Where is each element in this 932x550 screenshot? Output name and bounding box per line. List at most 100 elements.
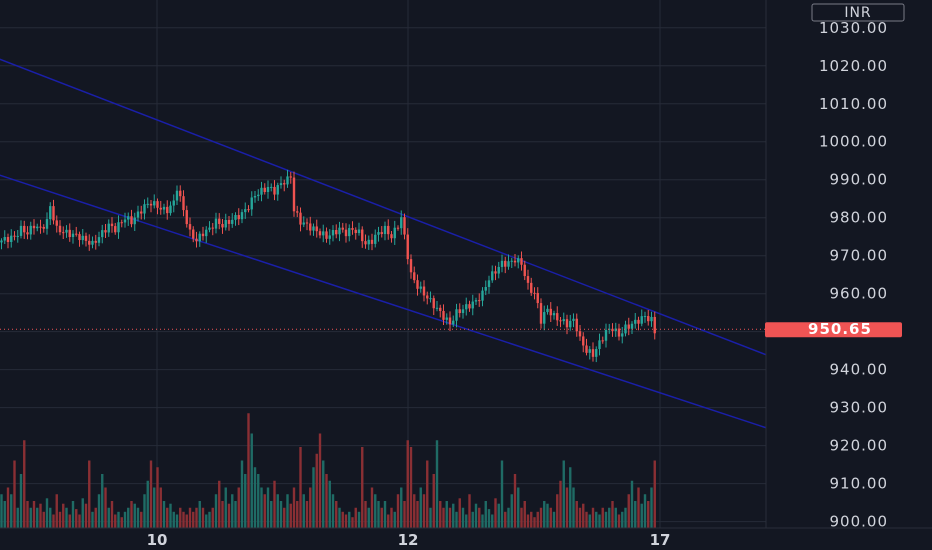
volume-bar	[500, 460, 504, 528]
candle-body	[650, 316, 653, 322]
candle-body	[19, 225, 23, 236]
volume-bar	[455, 511, 458, 528]
volume-bar	[374, 494, 377, 528]
volume-bar	[195, 507, 198, 528]
candle-body	[591, 349, 595, 357]
candle-body	[10, 235, 13, 243]
currency-badge[interactable]: INR	[811, 3, 905, 22]
candle-body	[211, 227, 214, 229]
volume-bar	[318, 433, 322, 528]
candle-body	[182, 196, 185, 211]
volume-bar	[582, 503, 585, 528]
candle-body	[653, 316, 656, 334]
y-tick-label: 900.00	[830, 513, 889, 531]
candle-body	[328, 235, 331, 239]
candle-body	[143, 204, 146, 214]
volume-bar	[367, 507, 370, 528]
candle-body	[257, 194, 260, 197]
volume-bar	[474, 503, 478, 528]
candle-body	[582, 336, 585, 346]
candle-body	[188, 224, 192, 230]
volume-bar	[260, 487, 263, 528]
volume-bar	[387, 514, 390, 528]
volume-bar	[643, 494, 647, 528]
volume-bar	[172, 511, 175, 528]
volume-bar	[211, 507, 214, 528]
candle-body	[331, 230, 335, 236]
candle-body	[153, 201, 156, 206]
candle-body	[448, 317, 452, 325]
candle-body	[439, 307, 442, 311]
volume-bar	[279, 501, 283, 528]
candle-body	[406, 234, 409, 260]
volume-bar	[84, 503, 88, 528]
volume-bar	[403, 501, 406, 528]
time-axis-panel[interactable]	[0, 528, 932, 550]
volume-bar	[617, 514, 621, 528]
channel-line[interactable]	[0, 165, 781, 434]
candle-body	[601, 340, 604, 342]
volume-bar	[221, 501, 224, 528]
candle-body	[299, 212, 302, 225]
volume-bar	[396, 494, 400, 528]
candle-body	[604, 329, 608, 341]
volume-bar	[218, 480, 221, 528]
candle-body	[123, 219, 127, 223]
volume-bar	[149, 460, 153, 528]
volume-bar	[328, 480, 331, 528]
candle-body	[630, 323, 634, 329]
trend-channel	[0, 47, 781, 434]
candle-body	[426, 295, 429, 299]
candle-body	[253, 196, 257, 198]
candle-body	[504, 260, 507, 267]
candle-body	[458, 309, 461, 314]
volume-bar	[517, 487, 520, 528]
volume-bar	[94, 507, 97, 528]
volume-bar	[484, 501, 487, 528]
y-tick-label: 1030.00	[819, 19, 888, 37]
last-price-tag: 950.65	[765, 320, 902, 338]
candle-body	[221, 223, 224, 228]
candle-body	[16, 235, 19, 237]
candle-body	[273, 186, 276, 195]
candle-body	[185, 210, 188, 225]
volume-bar	[104, 487, 107, 528]
candle-body	[569, 320, 572, 328]
volume-bar	[595, 511, 598, 528]
y-tick-label: 1000.00	[819, 133, 888, 151]
volume-bar	[539, 507, 543, 528]
channel-line[interactable]	[0, 47, 781, 361]
price-axis-panel[interactable]	[766, 0, 932, 528]
volume-bar	[533, 517, 536, 528]
volume-bar	[58, 511, 62, 528]
volume-bar	[283, 507, 286, 528]
candle-body	[370, 239, 374, 244]
candle-body	[452, 320, 455, 325]
volume-bar	[312, 467, 315, 528]
volume-bar	[435, 440, 439, 528]
candle-body	[637, 319, 640, 324]
candle-body	[455, 309, 458, 321]
volume-bar	[55, 494, 58, 528]
candle-body	[62, 232, 65, 234]
volume-bar	[273, 480, 276, 528]
candle-body	[627, 324, 630, 329]
candle-body	[45, 219, 49, 229]
volume-bar	[19, 474, 23, 528]
candle-body	[562, 319, 565, 322]
volume-bar	[429, 507, 432, 528]
candle-body	[536, 292, 539, 304]
candle-body	[81, 235, 84, 241]
candle-body	[403, 217, 406, 235]
candle-body	[500, 260, 504, 267]
candle-body	[556, 313, 559, 321]
volume-bar	[370, 487, 374, 528]
candle-body	[435, 307, 439, 309]
volume-bar	[461, 507, 465, 528]
volume-bar	[205, 514, 208, 528]
volume-bar	[559, 480, 562, 528]
volume-bar	[130, 501, 133, 528]
volume-bar	[331, 494, 335, 528]
candle-body	[491, 271, 494, 281]
